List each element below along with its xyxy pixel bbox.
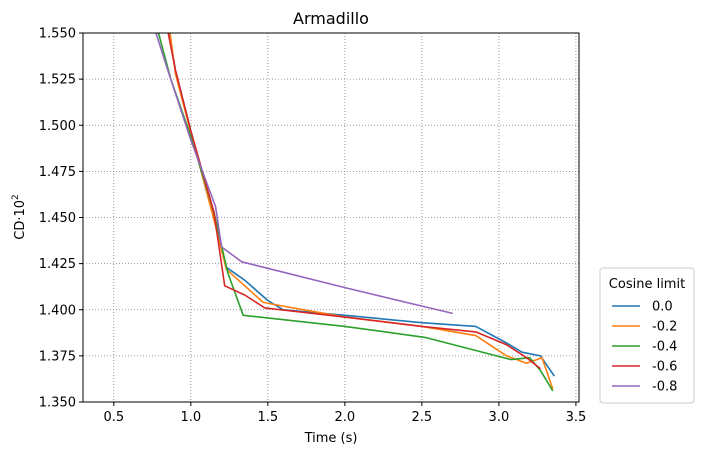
- y-tick-label: 1.425: [39, 257, 76, 272]
- series-line--0.6: [167, 33, 541, 370]
- y-tick-label: 1.350: [39, 396, 76, 411]
- x-tick-label: 1.0: [180, 410, 201, 425]
- x-tick-label: 3.5: [566, 410, 587, 425]
- x-axis-label: Time (s): [304, 431, 358, 446]
- x-axis: 0.5 1.0 1.5 2.0 2.5 3.0 3.5: [103, 402, 586, 425]
- legend-label: 0.0: [652, 300, 673, 315]
- y-tick-label: 1.375: [39, 349, 76, 364]
- y-tick-label: 1.525: [39, 73, 76, 88]
- plot-area: [83, 33, 579, 402]
- y-axis-label-base: CD·10: [13, 200, 28, 240]
- series-group: [155, 33, 556, 392]
- y-tick-label: 1.500: [39, 119, 76, 134]
- y-tick-label: 1.400: [39, 303, 76, 318]
- legend-label: -0.2: [652, 320, 677, 335]
- legend-box: [599, 267, 695, 404]
- x-tick-label: 2.5: [412, 410, 433, 425]
- legend: Cosine limit 0.0 -0.2 -0.4 -0.6 -0.8: [599, 267, 695, 404]
- y-axis-label-exponent: 2: [11, 194, 21, 200]
- x-tick-label: 1.5: [258, 410, 279, 425]
- legend-label: -0.8: [652, 380, 677, 395]
- y-axis-label: CD·102: [11, 194, 28, 240]
- x-tick-label: 2.0: [335, 410, 356, 425]
- series-layer: [155, 33, 556, 392]
- chart-title: Armadillo: [293, 9, 369, 28]
- x-tick-label: 0.5: [103, 410, 124, 425]
- series-line--0.8: [155, 33, 453, 315]
- y-axis: 1.350 1.375 1.400 1.425 1.450 1.475 1.500 1.525…: [39, 27, 83, 411]
- legend-items: 0.0 -0.2 -0.4 -0.6 -0.8: [612, 300, 677, 395]
- legend-label: -0.6: [652, 360, 677, 375]
- x-tick-label: 3.0: [489, 410, 510, 425]
- y-tick-label: 1.450: [39, 211, 76, 226]
- series-line--0.4: [157, 33, 554, 392]
- y-tick-label: 1.550: [39, 27, 76, 42]
- legend-title: Cosine limit: [609, 277, 685, 292]
- y-tick-label: 1.475: [39, 165, 76, 180]
- legend-label: -0.4: [652, 340, 677, 355]
